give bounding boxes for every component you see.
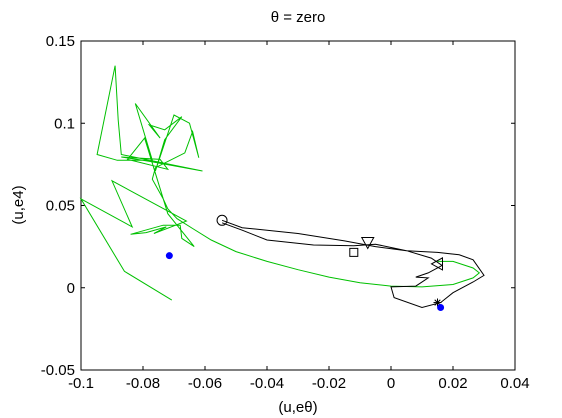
series-line-2 <box>221 219 485 309</box>
plot-frame <box>80 40 516 371</box>
chart-title: θ = zero <box>271 9 326 26</box>
x-tick-label: 0.02 <box>438 375 467 392</box>
x-tick-label: -0.02 <box>312 375 346 392</box>
y-tick-label: -0.05 <box>41 362 75 379</box>
y-tick-label: 0.1 <box>54 115 75 132</box>
marker-star <box>433 298 442 307</box>
y-tick-label: 0.15 <box>46 33 75 50</box>
x-axis: -0.1 -0.08 -0.06 -0.04 -0.02 0 0.02 0.04 <box>68 41 530 392</box>
blue-point <box>437 303 445 311</box>
y-tick-label: 0 <box>67 280 75 297</box>
marker-star-stroke <box>434 299 441 306</box>
y-tick-label: 0.05 <box>46 198 75 215</box>
series-line-1 <box>79 65 481 301</box>
point-layer <box>165 252 445 311</box>
series-layer <box>79 65 485 309</box>
blue-point <box>165 252 173 260</box>
x-tick-label: -0.08 <box>126 375 160 392</box>
marker-triangle-down <box>360 237 375 250</box>
marker-square <box>349 247 359 257</box>
x-tick-label: 0 <box>387 375 395 392</box>
marker-triangle-left <box>430 257 443 271</box>
x-axis-label: (u,eθ) <box>278 399 317 416</box>
marker-circle <box>216 214 228 226</box>
marker-layer <box>216 214 443 307</box>
x-tick-label: 0.04 <box>500 375 529 392</box>
y-axis-label: (u,e4) <box>10 185 27 224</box>
x-tick-label: -0.06 <box>188 375 222 392</box>
y-axis: -0.05 0 0.05 0.1 0.15 <box>41 33 515 379</box>
x-tick-label: -0.04 <box>250 375 284 392</box>
x-tick-label: -0.1 <box>68 375 94 392</box>
